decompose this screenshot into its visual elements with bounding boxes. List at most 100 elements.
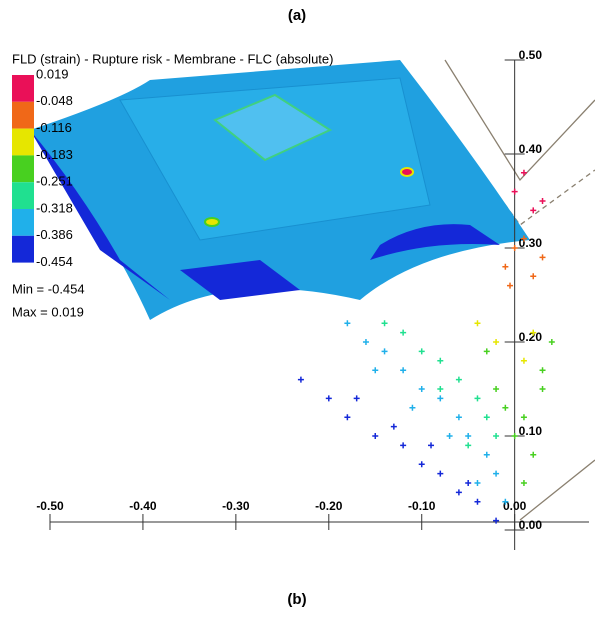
caption: (b) (287, 591, 306, 608)
point (362, 339, 369, 345)
y-tick-label: 0.20 (519, 330, 543, 344)
colorbar-label: -0.318 (36, 200, 73, 215)
point (418, 386, 425, 392)
colorbar-label: -0.386 (36, 227, 73, 242)
flc-curves (424, 59, 595, 521)
point (437, 386, 444, 392)
plot: -0.50 -0.40 -0.30 -0.20 -0.10 0.00 0.00 0.10 0.2… (36, 48, 589, 550)
y-tick-label: 0.40 (519, 142, 543, 156)
point (493, 470, 500, 477)
point (483, 451, 490, 458)
point (455, 414, 462, 421)
point (539, 367, 546, 374)
x-tick-label: -0.20 (315, 499, 343, 513)
point (507, 282, 514, 289)
point (381, 348, 388, 355)
point (465, 480, 472, 486)
colorbar-swatch (12, 182, 34, 209)
y-tick-label: 0.00 (519, 518, 543, 532)
colorbar-swatch (12, 155, 34, 183)
point (502, 498, 509, 505)
point (483, 414, 490, 421)
point (372, 433, 379, 439)
point (520, 414, 527, 421)
point (483, 348, 490, 355)
y-tick-label: 0.10 (519, 424, 543, 438)
point (344, 320, 351, 327)
colorbar-label: -0.251 (36, 174, 73, 189)
x-tick-label: -0.50 (36, 499, 64, 513)
point (539, 254, 546, 261)
colorbar-swatch (12, 128, 34, 156)
point (530, 451, 537, 458)
point (548, 339, 555, 345)
point (400, 329, 407, 336)
x-tick-label: -0.40 (129, 499, 157, 513)
point (455, 489, 462, 496)
point (530, 273, 537, 280)
colorbar-swatch (12, 101, 34, 129)
point (539, 198, 546, 204)
point (428, 442, 435, 449)
point (344, 414, 351, 421)
point (493, 433, 500, 439)
max-text: Max = 0.019 (12, 304, 84, 319)
point (353, 395, 360, 402)
point (520, 235, 527, 242)
panel-label: (a) (288, 7, 306, 24)
point (418, 461, 425, 468)
point (437, 395, 444, 402)
colorbar-label: -0.454 (36, 254, 73, 269)
point (437, 470, 444, 477)
point (520, 357, 527, 364)
point (437, 357, 444, 364)
x-tick-label: -0.10 (408, 499, 436, 513)
point (372, 367, 379, 374)
colorbar-swatch (12, 235, 34, 263)
point (511, 245, 518, 251)
point (530, 329, 537, 336)
point (409, 404, 416, 411)
point (493, 517, 500, 524)
colorbar-label: -0.048 (36, 93, 73, 108)
point (390, 423, 397, 430)
point (400, 442, 407, 449)
point (465, 442, 472, 449)
point (381, 320, 388, 327)
point (455, 376, 462, 383)
point (530, 207, 537, 214)
x-tick-label: -0.30 (222, 499, 250, 513)
min-text: Min = -0.454 (12, 281, 85, 296)
point (297, 376, 304, 383)
point (474, 395, 481, 402)
colorbar-label: -0.183 (36, 147, 73, 162)
point (539, 386, 546, 392)
point (474, 480, 481, 486)
point (511, 433, 518, 439)
point (520, 480, 527, 486)
point (474, 320, 481, 327)
point (511, 188, 518, 195)
point (493, 386, 500, 392)
colorbar-swatch (12, 75, 34, 102)
point (520, 169, 527, 176)
header: FLD (strain) - Rupture risk - Membrane -… (12, 51, 333, 66)
point (474, 498, 481, 505)
point (465, 433, 472, 439)
point (400, 367, 407, 374)
colorbar: 0.019 -0.048 -0.116 -0.183 -0.251 -0.318 -0.38… (12, 66, 73, 269)
y-tick-label: 0.50 (519, 48, 543, 62)
x-tick-label: 0.00 (503, 499, 527, 513)
point (502, 263, 509, 270)
point (446, 433, 453, 439)
part (30, 60, 530, 320)
point (418, 348, 425, 355)
point (493, 339, 500, 345)
colorbar-label: -0.116 (36, 120, 72, 135)
point (502, 404, 509, 411)
colorbar-swatch (12, 209, 34, 236)
colorbar-label: 0.019 (36, 66, 69, 81)
point (325, 395, 332, 402)
